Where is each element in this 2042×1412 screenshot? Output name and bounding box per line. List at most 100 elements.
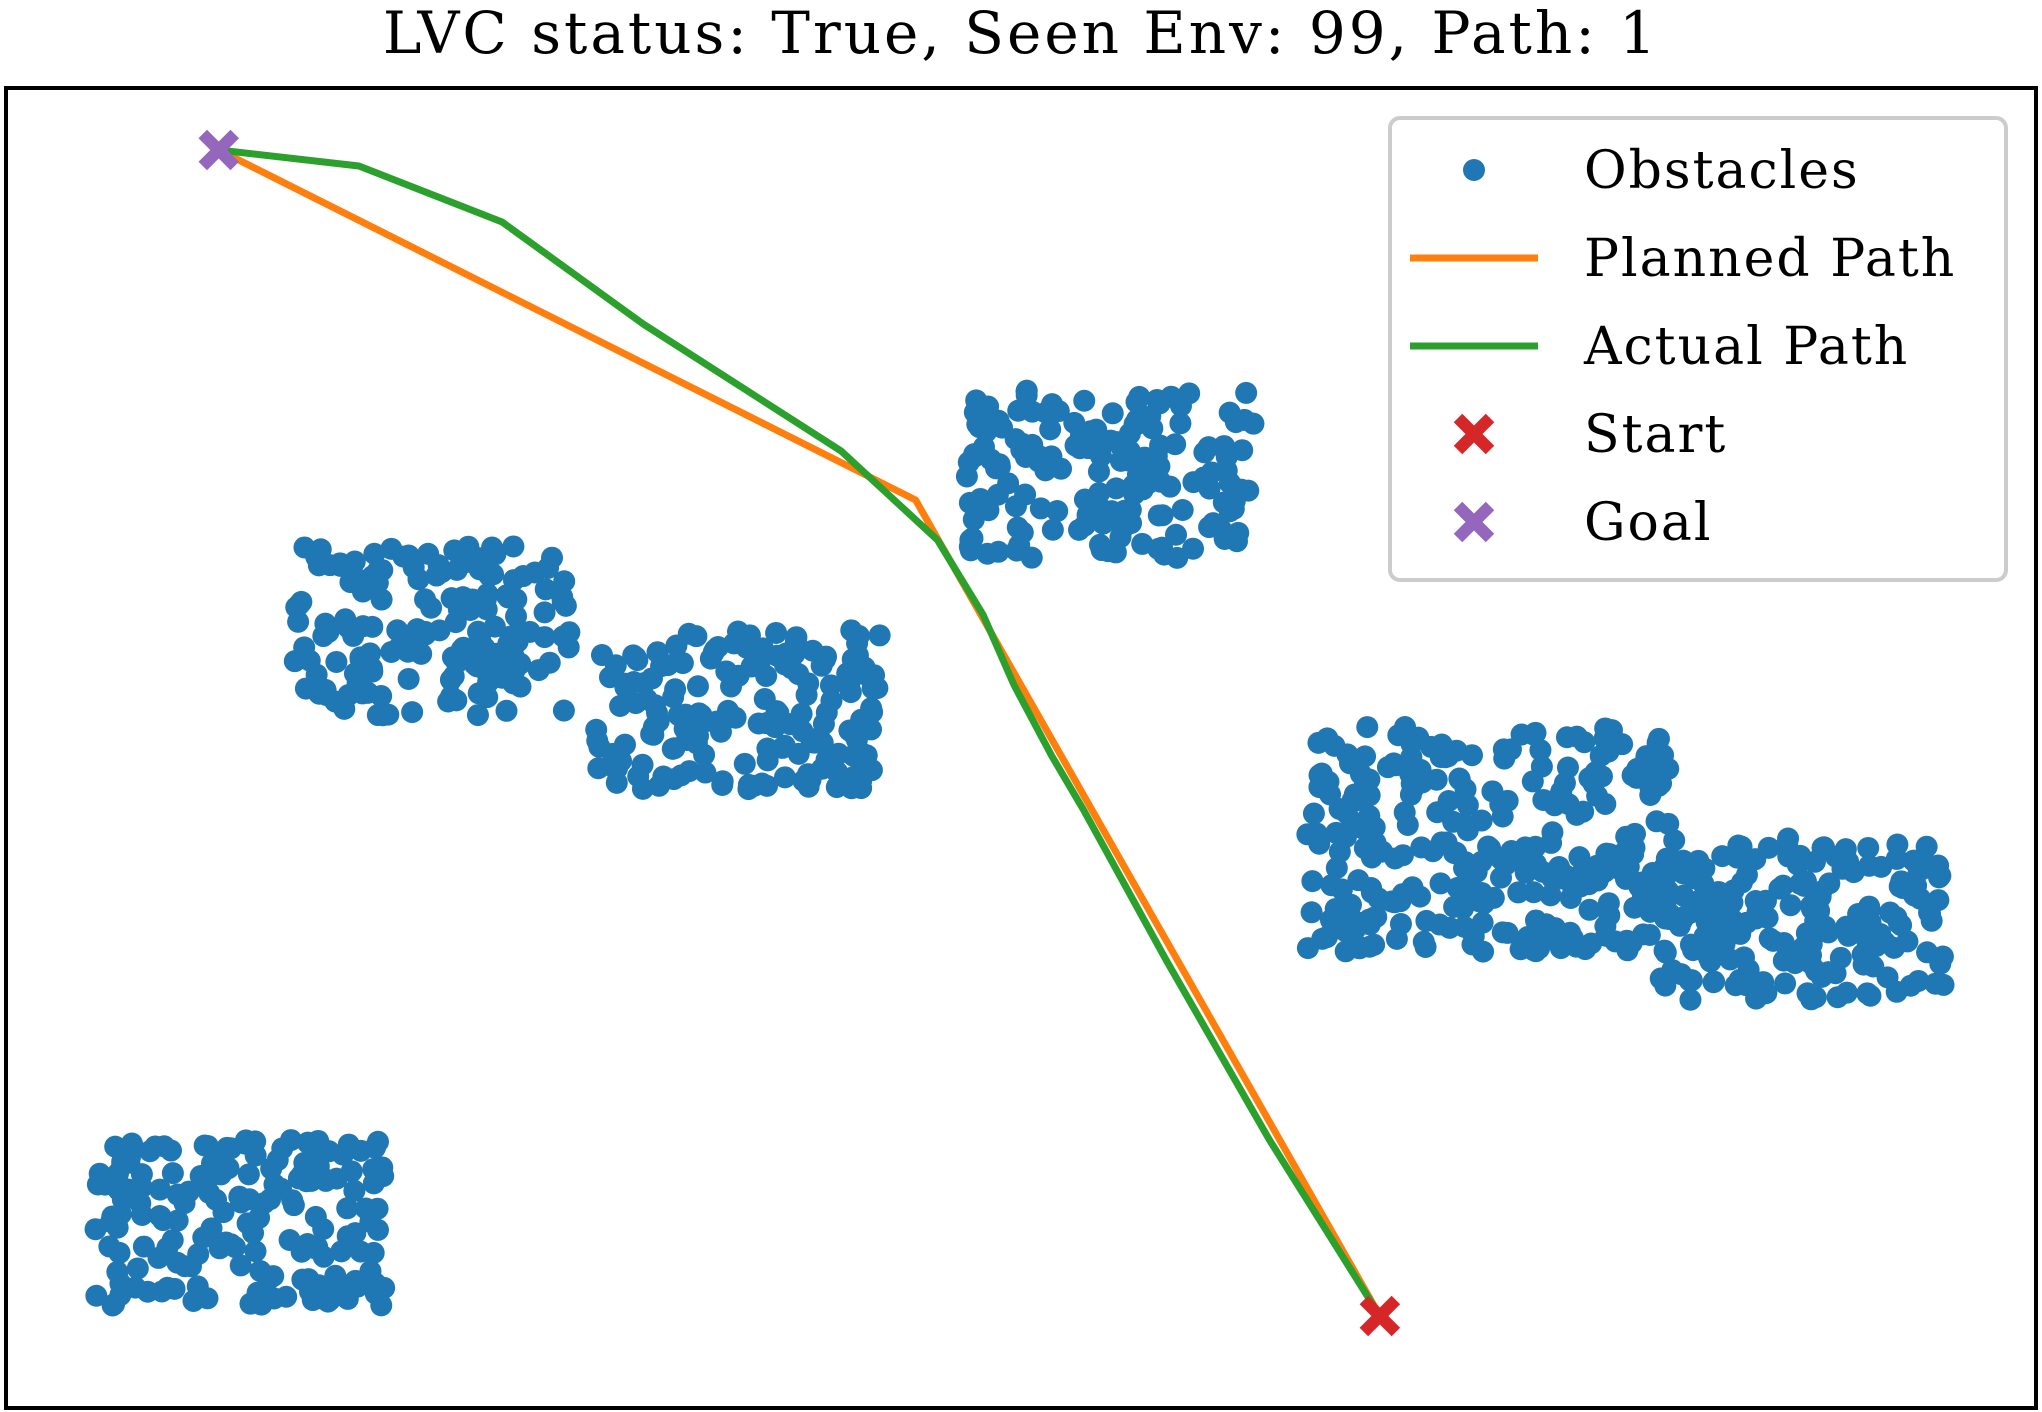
obstacle-point: [1903, 881, 1926, 904]
obstacle-point: [735, 636, 758, 659]
obstacle-point: [963, 401, 986, 424]
obstacle-point: [366, 1130, 389, 1153]
obstacle-point: [988, 453, 1011, 476]
obstacle-point: [609, 695, 632, 718]
obstacle-point: [364, 1272, 387, 1295]
obstacle-point: [466, 704, 489, 727]
obstacle-point: [631, 753, 654, 776]
legend: Obstacles Planned Path Actual Path Start Goa…: [1388, 116, 2008, 582]
obstacle-point: [325, 1167, 348, 1190]
legend-symbol: [1453, 413, 1495, 455]
obstacle-point: [1164, 433, 1187, 456]
obstacle-point: [840, 777, 863, 800]
obstacle-point: [196, 1287, 219, 1310]
obstacle-point: [1317, 770, 1340, 793]
obstacle-point: [444, 611, 467, 634]
obstacle-point: [1578, 898, 1601, 921]
legend-symbol: [1453, 501, 1495, 543]
obstacle-point: [533, 601, 556, 624]
obstacle-point: [1296, 937, 1319, 960]
obstacle-point: [1349, 763, 1372, 786]
obstacle-point: [1638, 923, 1661, 946]
obstacle-point: [1358, 804, 1381, 827]
obstacle-point: [244, 1144, 267, 1167]
obstacle-point: [1320, 874, 1343, 897]
obstacle-point: [678, 760, 701, 783]
obstacle-point: [644, 694, 667, 717]
obstacle-point: [484, 543, 507, 566]
obstacle-point: [1178, 382, 1201, 405]
obstacle-point: [1010, 439, 1033, 462]
legend-label: Goal: [1584, 493, 1712, 553]
obstacle-point: [743, 774, 766, 797]
obstacle-point: [1507, 881, 1530, 904]
obstacle-point: [1837, 924, 1860, 947]
obstacle-point: [192, 1226, 215, 1249]
obstacle-point: [336, 1287, 359, 1310]
obstacle-point: [337, 1133, 360, 1156]
obstacle-point: [1336, 743, 1359, 766]
obstacle-point: [791, 720, 814, 743]
obstacle-point: [838, 719, 861, 742]
obstacle-point: [1613, 841, 1636, 864]
obstacle-point: [1754, 982, 1777, 1005]
obstacle-point: [1414, 936, 1437, 959]
obstacle-point: [1300, 901, 1323, 924]
obstacle-point: [85, 1284, 108, 1307]
obstacle-point: [392, 545, 415, 568]
obstacle-point: [1680, 969, 1703, 992]
obstacle-point: [815, 645, 838, 668]
obstacle-point: [336, 1197, 359, 1220]
obstacle-point: [166, 1209, 189, 1232]
obstacle-point: [1316, 727, 1339, 750]
obstacle-point: [1020, 546, 1043, 569]
obstacle-point: [1215, 445, 1238, 468]
obstacle-point: [280, 1129, 303, 1152]
legend-label: Obstacles: [1584, 141, 1860, 201]
obstacle-point: [1050, 457, 1073, 480]
obstacle-point: [156, 1236, 179, 1259]
obstacle-point: [1594, 915, 1617, 938]
obstacle-point: [1302, 802, 1325, 825]
obstacle-point: [969, 487, 992, 510]
obstacle-point: [161, 1162, 184, 1185]
obstacle-point: [344, 1222, 367, 1245]
obstacle-point: [686, 711, 709, 734]
obstacle-point: [1899, 974, 1922, 997]
obstacle-point: [84, 1218, 107, 1241]
obstacle-point: [863, 664, 886, 687]
obstacle-point: [1452, 897, 1475, 920]
obstacle-point: [1429, 872, 1452, 895]
obstacle-point: [1453, 857, 1476, 880]
obstacle-point: [1679, 988, 1702, 1011]
obstacle-point: [196, 1135, 219, 1158]
obstacle-point: [694, 761, 717, 784]
obstacle-point: [1029, 497, 1052, 520]
obstacle-point: [1367, 887, 1390, 910]
obstacle-point: [396, 640, 419, 663]
obstacle-point: [263, 1173, 286, 1196]
obstacle-point: [1663, 829, 1686, 852]
obstacle-point: [440, 685, 463, 708]
obstacle-point: [208, 1237, 231, 1260]
obstacle-point: [662, 686, 685, 709]
legend-frame: [1388, 116, 2008, 582]
obstacle-point: [642, 723, 665, 746]
obstacle-point: [349, 1240, 372, 1263]
obstacle-point: [716, 699, 739, 722]
obstacle-point: [298, 649, 321, 672]
obstacles-layer: [84, 379, 1955, 1317]
obstacle-point: [733, 752, 756, 775]
obstacle-point: [1597, 892, 1620, 915]
obstacle-point: [1777, 827, 1800, 850]
obstacle-point: [1529, 739, 1552, 762]
obstacle-point: [1655, 847, 1678, 870]
obstacle-point: [626, 649, 649, 672]
obstacle-point: [1193, 441, 1216, 464]
obstacle-point: [1703, 900, 1726, 923]
obstacle-point: [1160, 385, 1183, 408]
obstacle-point: [1804, 986, 1827, 1009]
obstacle-point: [130, 1163, 153, 1186]
legend-label: Actual Path: [1583, 317, 1909, 377]
